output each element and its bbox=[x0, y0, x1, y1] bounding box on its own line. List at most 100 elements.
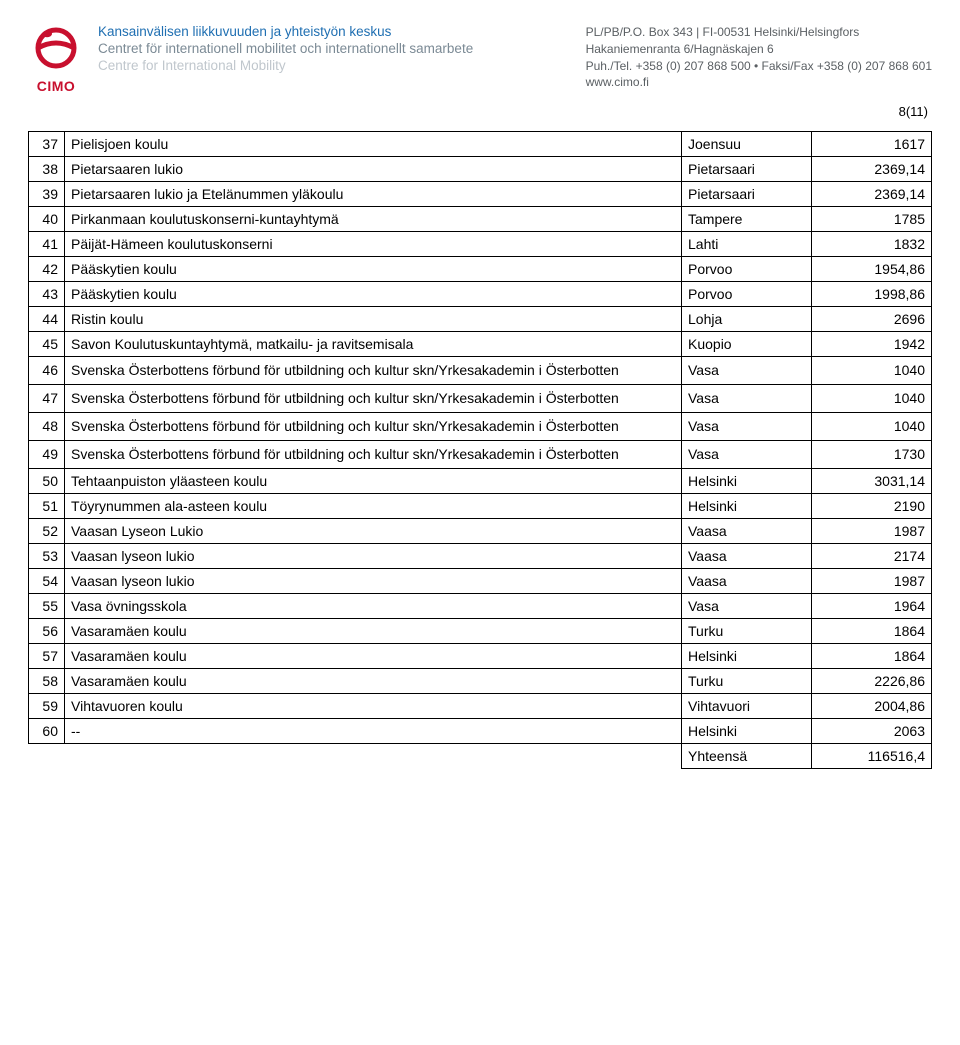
letterhead: CIMO Kansainvälisen liikkuvuuden ja yhte… bbox=[28, 20, 932, 94]
total-value: 116516,4 bbox=[812, 743, 932, 768]
table-row: 46Svenska Österbottens förbund för utbil… bbox=[29, 357, 932, 385]
row-index: 49 bbox=[29, 440, 65, 468]
address-block: PL/PB/P.O. Box 343 | FI-00531 Helsinki/H… bbox=[586, 20, 932, 91]
row-city: Vaasa bbox=[682, 568, 812, 593]
row-index: 54 bbox=[29, 568, 65, 593]
row-value: 2696 bbox=[812, 307, 932, 332]
row-value: 1040 bbox=[812, 384, 932, 412]
org-name-en: Centre for International Mobility bbox=[98, 58, 586, 73]
row-name: Pietarsaaren lukio ja Etelänummen yläkou… bbox=[65, 182, 682, 207]
row-name: Vaasan lyseon lukio bbox=[65, 543, 682, 568]
table-row: 50Tehtaanpuiston yläasteen kouluHelsinki… bbox=[29, 468, 932, 493]
row-index: 55 bbox=[29, 593, 65, 618]
address-line: www.cimo.fi bbox=[586, 74, 932, 91]
row-index: 51 bbox=[29, 493, 65, 518]
row-index: 42 bbox=[29, 257, 65, 282]
row-city: Vasa bbox=[682, 384, 812, 412]
row-index: 41 bbox=[29, 232, 65, 257]
row-value: 1785 bbox=[812, 207, 932, 232]
table-row: 58Vasaramäen kouluTurku2226,86 bbox=[29, 668, 932, 693]
row-name: Pietarsaaren lukio bbox=[65, 157, 682, 182]
row-index: 46 bbox=[29, 357, 65, 385]
org-name-fi: Kansainvälisen liikkuvuuden ja yhteistyö… bbox=[98, 24, 586, 39]
address-line: PL/PB/P.O. Box 343 | FI-00531 Helsinki/H… bbox=[586, 24, 932, 41]
row-value: 2369,14 bbox=[812, 182, 932, 207]
row-name: Pirkanmaan koulutuskonserni-kuntayhtymä bbox=[65, 207, 682, 232]
row-index: 57 bbox=[29, 643, 65, 668]
row-name: Päijät-Hämeen koulutuskonserni bbox=[65, 232, 682, 257]
table-row: 44Ristin kouluLohja2696 bbox=[29, 307, 932, 332]
row-city: Helsinki bbox=[682, 718, 812, 743]
row-city: Vasa bbox=[682, 357, 812, 385]
row-name: Vaasan Lyseon Lukio bbox=[65, 518, 682, 543]
row-index: 47 bbox=[29, 384, 65, 412]
table-row: 37Pielisjoen kouluJoensuu1617 bbox=[29, 132, 932, 157]
row-value: 1954,86 bbox=[812, 257, 932, 282]
table-row: 57Vasaramäen kouluHelsinki1864 bbox=[29, 643, 932, 668]
logo-block: CIMO bbox=[28, 20, 84, 94]
table-row: 48Svenska Österbottens förbund för utbil… bbox=[29, 412, 932, 440]
row-value: 1864 bbox=[812, 618, 932, 643]
row-city: Helsinki bbox=[682, 493, 812, 518]
row-index: 44 bbox=[29, 307, 65, 332]
row-value: 1040 bbox=[812, 412, 932, 440]
row-city: Lohja bbox=[682, 307, 812, 332]
row-index: 38 bbox=[29, 157, 65, 182]
page-number: 8(11) bbox=[28, 104, 928, 119]
row-index: 52 bbox=[29, 518, 65, 543]
total-row: Yhteensä116516,4 bbox=[29, 743, 932, 768]
row-name: Savon Koulutuskuntayhtymä, matkailu- ja … bbox=[65, 332, 682, 357]
org-name-sv: Centret för internationell mobilitet och… bbox=[98, 41, 586, 56]
total-empty bbox=[65, 743, 682, 768]
logo-icon bbox=[28, 20, 84, 76]
row-value: 2190 bbox=[812, 493, 932, 518]
row-index: 43 bbox=[29, 282, 65, 307]
row-name: Ristin koulu bbox=[65, 307, 682, 332]
table-row: 53Vaasan lyseon lukioVaasa2174 bbox=[29, 543, 932, 568]
row-name: Svenska Österbottens förbund för utbildn… bbox=[65, 384, 682, 412]
table-row: 45Savon Koulutuskuntayhtymä, matkailu- j… bbox=[29, 332, 932, 357]
row-city: Joensuu bbox=[682, 132, 812, 157]
row-value: 1964 bbox=[812, 593, 932, 618]
row-name: Pääskytien koulu bbox=[65, 282, 682, 307]
row-name: Töyrynummen ala-asteen koulu bbox=[65, 493, 682, 518]
row-city: Kuopio bbox=[682, 332, 812, 357]
row-city: Vaasa bbox=[682, 518, 812, 543]
row-name: Vasa övningsskola bbox=[65, 593, 682, 618]
row-index: 37 bbox=[29, 132, 65, 157]
row-index: 56 bbox=[29, 618, 65, 643]
row-name: Vasaramäen koulu bbox=[65, 618, 682, 643]
row-city: Vasa bbox=[682, 440, 812, 468]
row-name: Vasaramäen koulu bbox=[65, 668, 682, 693]
row-name: Svenska Österbottens förbund för utbildn… bbox=[65, 357, 682, 385]
row-value: 1987 bbox=[812, 518, 932, 543]
row-city: Vaasa bbox=[682, 543, 812, 568]
row-name: Svenska Österbottens förbund för utbildn… bbox=[65, 440, 682, 468]
table-row: 49Svenska Österbottens förbund för utbil… bbox=[29, 440, 932, 468]
row-name: Svenska Österbottens förbund för utbildn… bbox=[65, 412, 682, 440]
row-index: 48 bbox=[29, 412, 65, 440]
org-title-block: Kansainvälisen liikkuvuuden ja yhteistyö… bbox=[98, 20, 586, 73]
data-table: 37Pielisjoen kouluJoensuu161738Pietarsaa… bbox=[28, 131, 932, 769]
row-name: Tehtaanpuiston yläasteen koulu bbox=[65, 468, 682, 493]
table-row: 55Vasa övningsskolaVasa1964 bbox=[29, 593, 932, 618]
table-row: 56Vasaramäen kouluTurku1864 bbox=[29, 618, 932, 643]
total-label: Yhteensä bbox=[682, 743, 812, 768]
table-row: 54Vaasan lyseon lukioVaasa1987 bbox=[29, 568, 932, 593]
row-name: Vihtavuoren koulu bbox=[65, 693, 682, 718]
row-city: Tampere bbox=[682, 207, 812, 232]
row-city: Vihtavuori bbox=[682, 693, 812, 718]
row-value: 1040 bbox=[812, 357, 932, 385]
table-row: 39Pietarsaaren lukio ja Etelänummen yläk… bbox=[29, 182, 932, 207]
row-value: 1730 bbox=[812, 440, 932, 468]
row-city: Porvoo bbox=[682, 257, 812, 282]
row-index: 60 bbox=[29, 718, 65, 743]
address-line: Puh./Tel. +358 (0) 207 868 500 • Faksi/F… bbox=[586, 58, 932, 75]
row-value: 1832 bbox=[812, 232, 932, 257]
row-value: 1617 bbox=[812, 132, 932, 157]
table-row: 40Pirkanmaan koulutuskonserni-kuntayhtym… bbox=[29, 207, 932, 232]
table-row: 60--Helsinki2063 bbox=[29, 718, 932, 743]
row-value: 2369,14 bbox=[812, 157, 932, 182]
row-city: Helsinki bbox=[682, 643, 812, 668]
address-line: Hakaniemenranta 6/Hagnäskajen 6 bbox=[586, 41, 932, 58]
